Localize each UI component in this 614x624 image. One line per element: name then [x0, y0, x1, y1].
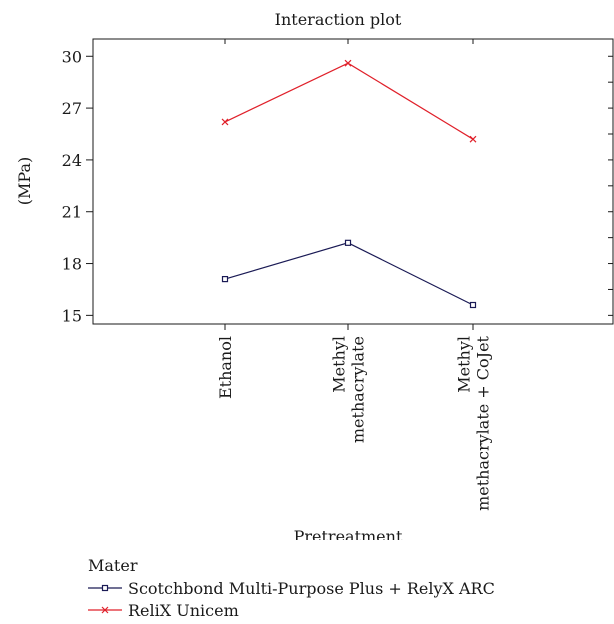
x-axis-label: Pretreatment	[294, 527, 403, 540]
legend-title: Mater	[88, 556, 138, 575]
legend-label-relix: ReliX Unicem	[128, 600, 239, 620]
y-axis-label: (MPa)	[15, 157, 34, 205]
y-tick-label: 15	[62, 306, 82, 325]
data-point	[221, 118, 229, 126]
data-point	[469, 135, 477, 143]
series-line-0	[224, 242, 474, 306]
interaction-chart: Interaction plot 15 18 21 24 27 30 (MPa) Etha…	[15, 10, 614, 540]
y-tick-label: 24	[62, 151, 82, 170]
data-point	[344, 59, 352, 67]
data-point	[344, 239, 352, 246]
y-tick-label: 18	[62, 255, 82, 274]
series-line-1	[224, 62, 474, 140]
x-tick-label: Ethanol	[216, 336, 235, 399]
legend-item-scotchbond: Scotchbond Multi-Purpose Plus + RelyX AR…	[88, 577, 495, 599]
legend-swatch-scotchbond	[88, 584, 122, 592]
chart-title: Interaction plot	[275, 10, 402, 29]
plot-frame	[92, 38, 614, 325]
data-point	[469, 301, 477, 309]
x-tick-label: Methyl	[330, 336, 349, 393]
series-layer	[221, 59, 477, 309]
x-tick-label: methacrylate + CoJet	[474, 335, 493, 510]
x-tick-label: Methyl	[455, 336, 474, 393]
legend-item-relix: ReliX Unicem	[88, 599, 495, 621]
y-tick-label: 30	[62, 47, 82, 66]
x-axis: Ethanol Methyl methacrylate Methyl methacryl…	[216, 39, 493, 511]
legend: Mater Scotchbond Multi-Purpose Plus + Re…	[88, 556, 495, 621]
legend-label-scotchbond: Scotchbond Multi-Purpose Plus + RelyX AR…	[128, 578, 495, 598]
y-axis: 15 18 21 24 27 30	[62, 47, 613, 325]
x-tick-label: methacrylate	[349, 336, 368, 443]
y-tick-label: 21	[62, 203, 82, 222]
data-point	[221, 275, 229, 283]
y-tick-label: 27	[62, 99, 82, 118]
legend-swatch-relix	[88, 606, 122, 614]
